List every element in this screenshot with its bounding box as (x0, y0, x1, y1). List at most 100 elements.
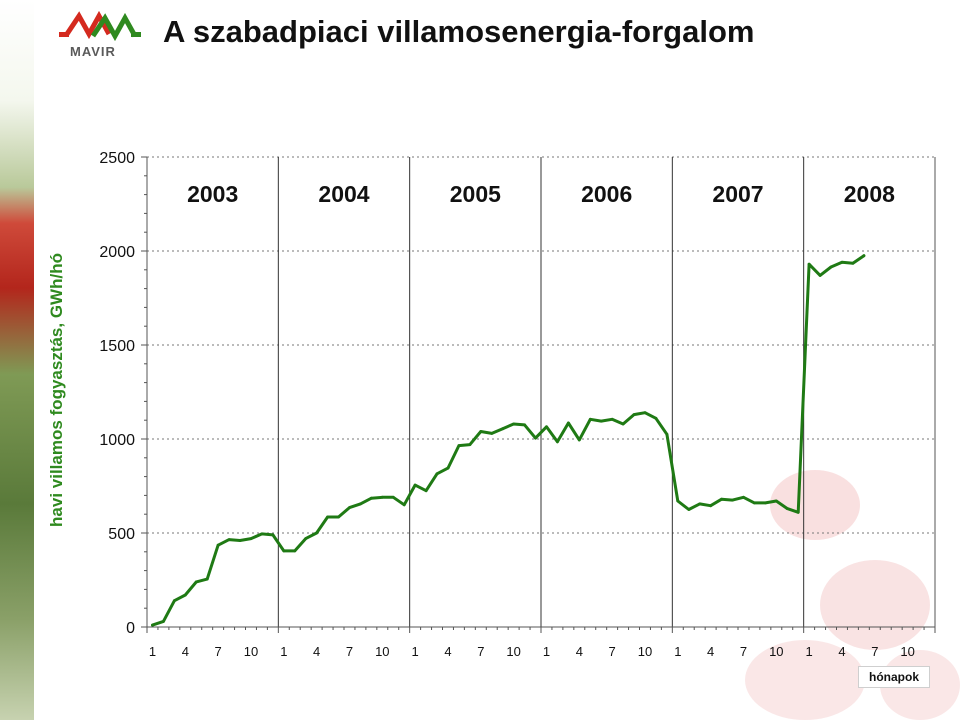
x-tick-label: 1 (806, 644, 813, 659)
x-tick-label: 7 (609, 644, 616, 659)
data-point (457, 444, 461, 447)
x-tick-label: 4 (182, 644, 189, 659)
x-tick-label: 1 (149, 644, 156, 659)
data-point (753, 501, 756, 505)
data-point (818, 274, 822, 277)
data-point (709, 504, 712, 508)
page-title: A szabadpiaci villamosenergia-forgalom (163, 14, 755, 49)
data-point (610, 417, 614, 421)
data-point (282, 549, 286, 553)
data-point (851, 261, 855, 265)
data-point (315, 531, 318, 535)
data-point (183, 593, 187, 597)
data-point (774, 499, 778, 503)
data-point (654, 416, 658, 420)
x-tick-label: 10 (769, 644, 783, 659)
mavir-logo-icon (59, 10, 141, 42)
x-tick-label: 1 (674, 644, 681, 659)
data-point (205, 577, 209, 581)
data-point (424, 489, 428, 493)
y-tick-label: 0 (126, 620, 135, 637)
year-label: 2008 (844, 181, 895, 207)
x-tick-label: 4 (838, 644, 845, 659)
data-point (534, 436, 537, 440)
data-point (720, 497, 723, 501)
data-point (348, 506, 351, 509)
x-tick-label: 7 (740, 644, 747, 659)
data-point (687, 508, 691, 511)
data-point (337, 515, 340, 519)
x-tick-label: 7 (346, 644, 353, 659)
background-flower (820, 560, 930, 650)
year-labels: 2003 2004 2005 2006 2007 2008 (187, 181, 895, 207)
y-tick-label: 1000 (99, 432, 135, 449)
y-tick-label: 500 (108, 526, 135, 543)
data-point (556, 440, 559, 444)
grid (147, 156, 936, 627)
decorative-sidebar (0, 0, 34, 720)
x-tick-label: 10 (900, 644, 914, 659)
year-label: 2006 (581, 181, 632, 207)
data-point (413, 483, 417, 487)
x-tick-label: 1 (412, 644, 419, 659)
data-point (271, 533, 275, 537)
y-tick-label: 2500 (99, 150, 135, 167)
data-point (446, 466, 450, 470)
data-point (840, 260, 844, 264)
data-point (468, 443, 472, 446)
data-point (162, 620, 165, 623)
series-line (151, 254, 866, 627)
data-point (479, 430, 483, 433)
data-point (435, 472, 439, 476)
data-point (391, 495, 395, 499)
data-point (731, 498, 734, 502)
data-point (260, 532, 264, 536)
data-point (545, 425, 548, 429)
data-point (326, 515, 329, 519)
year-label: 2003 (187, 181, 238, 207)
data-point (370, 496, 373, 500)
data-point (621, 422, 625, 426)
background-flower (770, 470, 860, 540)
data-point (588, 417, 592, 421)
data-point (632, 413, 636, 416)
data-point (173, 599, 176, 603)
x-tick-label: 7 (477, 644, 484, 659)
data-point (676, 499, 680, 503)
x-tick-label: 4 (576, 644, 583, 659)
x-tick-label: 10 (244, 644, 258, 659)
data-point (216, 543, 220, 547)
data-point (304, 537, 308, 540)
data-point (227, 538, 231, 541)
x-tick-label: 4 (444, 644, 451, 659)
data-point (293, 549, 297, 553)
data-point (577, 438, 581, 442)
year-label: 2005 (450, 181, 501, 207)
x-tick-label: 1 (543, 644, 550, 659)
logo-text: MAVIR (70, 44, 116, 59)
data-point (512, 422, 515, 426)
data-point (249, 537, 253, 540)
data-point (862, 254, 866, 258)
year-label: 2004 (318, 181, 369, 207)
data-point (764, 501, 767, 505)
y-tick-label: 2000 (99, 244, 135, 261)
y-tick-label: 1500 (99, 338, 135, 355)
data-point (380, 495, 384, 499)
data-point (567, 421, 570, 425)
x-tick-label: 10 (375, 644, 389, 659)
year-label: 2007 (712, 181, 763, 207)
x-axis-label: hónapok (858, 666, 930, 688)
data-point (402, 503, 406, 507)
data-point (490, 432, 494, 435)
data-point (151, 623, 154, 627)
series (151, 254, 866, 627)
data-point (829, 265, 833, 269)
axis-tick-labels: 0 500 1000 1500 2000 2500 1 4 7 10 1 4 7 10 1 4 7 10 1 4 7 10… (99, 150, 914, 659)
data-point (194, 580, 198, 584)
x-tick-label: 10 (638, 644, 652, 659)
axes (141, 156, 936, 633)
data-point (523, 423, 526, 427)
data-point (742, 495, 745, 499)
